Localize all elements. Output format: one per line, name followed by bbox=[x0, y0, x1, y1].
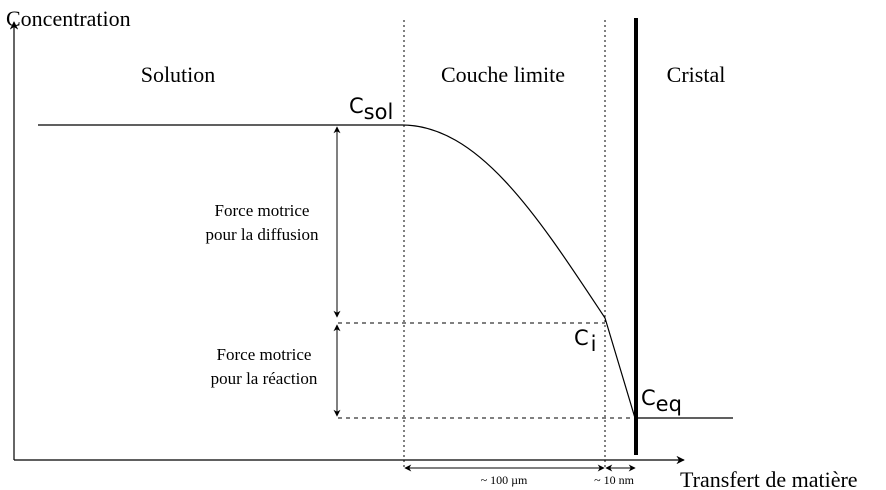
x-axis-label: Transfert de matière bbox=[680, 467, 858, 490]
force-label: Force motrice bbox=[215, 201, 310, 220]
region-label: Couche limite bbox=[441, 62, 565, 87]
point-label: Ci bbox=[574, 326, 597, 356]
point-label: Ceq bbox=[641, 386, 682, 416]
scale-label: ~ 10 nm bbox=[594, 473, 634, 487]
y-axis-label: Concentration bbox=[6, 6, 131, 31]
region-label: Solution bbox=[141, 62, 216, 87]
region-label: Cristal bbox=[667, 62, 726, 87]
profile bbox=[38, 124, 733, 419]
force-label: pour la réaction bbox=[211, 369, 318, 388]
point-label: Csol bbox=[349, 94, 393, 124]
force-label: pour la diffusion bbox=[205, 225, 319, 244]
force-label: Force motrice bbox=[217, 345, 312, 364]
scale-label: ~ 100 µm bbox=[481, 473, 528, 487]
